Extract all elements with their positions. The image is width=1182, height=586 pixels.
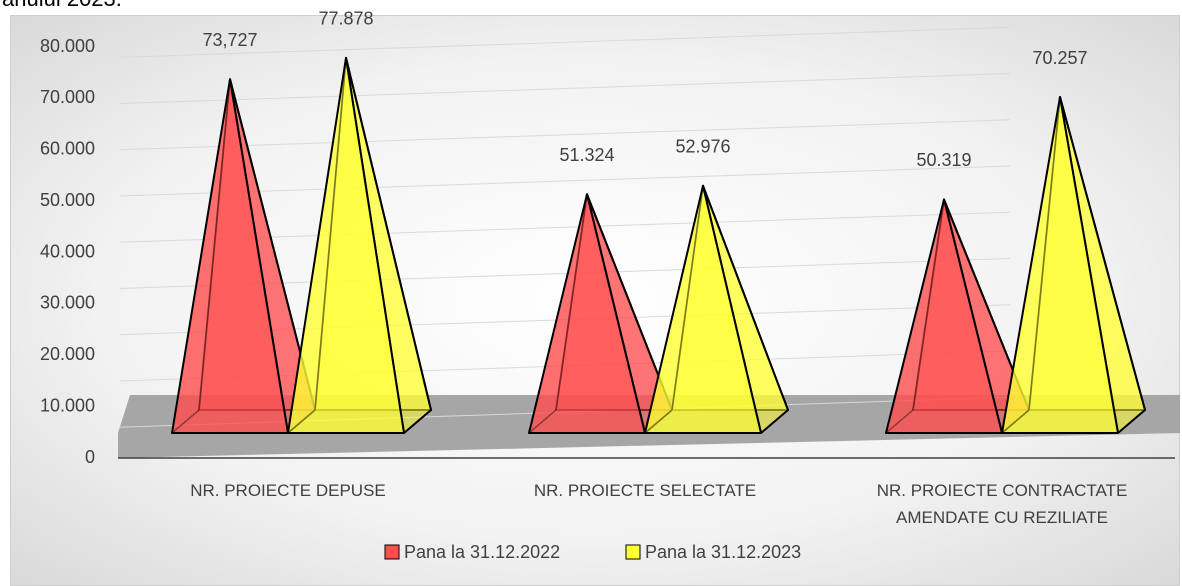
pyramid xyxy=(1001,96,1146,434)
y-tick-label: 50.000 xyxy=(40,190,95,210)
value-label: 52.976 xyxy=(675,137,730,157)
pyramid-face xyxy=(287,56,405,434)
pyramid-edge xyxy=(644,409,673,434)
pyramid-face xyxy=(885,198,1003,434)
x-tick-label: NR. PROIECTE CONTRACTATE AMENDATE CU REZ… xyxy=(876,481,1128,527)
pyramid-edge xyxy=(912,199,945,411)
grid-line xyxy=(119,73,1011,105)
pyramid xyxy=(528,193,673,434)
x-tick-label: NR. PROIECTE SELECTATE xyxy=(533,481,757,500)
pyramid xyxy=(644,184,789,434)
grid-line xyxy=(119,165,1011,197)
pyramid-face xyxy=(644,184,762,434)
legend-swatch xyxy=(625,544,641,560)
pyramid-edge xyxy=(1028,96,1061,411)
legend-label: Pana la 31.12.2022 xyxy=(404,542,560,562)
value-label: 51.324 xyxy=(559,145,614,165)
x-tick-label: NR. PROIECTE DEPUSE xyxy=(190,481,386,500)
pyramid-edge xyxy=(885,409,914,434)
y-tick-label: 40.000 xyxy=(40,241,95,261)
value-label: 73,727 xyxy=(202,30,257,50)
pyramid-edge xyxy=(528,409,557,434)
pyramid-edge xyxy=(314,57,347,411)
y-tick-label: 60.000 xyxy=(40,139,95,159)
legend-swatch xyxy=(384,544,400,560)
pyramid-edge xyxy=(287,409,316,434)
grid-line xyxy=(119,119,1011,151)
y-tick-label: 70.000 xyxy=(40,87,95,107)
pyramid-face xyxy=(528,193,646,434)
value-label: 50.319 xyxy=(916,150,971,170)
y-tick-label: 0 xyxy=(85,447,95,467)
grid-line xyxy=(119,26,1011,58)
legend-label: Pana la 31.12.2023 xyxy=(645,542,801,562)
value-label: 70.257 xyxy=(1032,48,1087,68)
pyramid-edge xyxy=(171,409,200,434)
pyramid-face xyxy=(171,78,289,434)
value-label: 77.878 xyxy=(318,9,373,29)
y-tick-label: 80.000 xyxy=(40,36,95,56)
pyramid xyxy=(171,78,316,434)
pyramid xyxy=(287,56,432,434)
y-tick-label: 10.000 xyxy=(40,395,95,415)
pyramid-edge xyxy=(198,79,231,411)
y-tick-label: 30.000 xyxy=(40,293,95,313)
pyramid-edge xyxy=(555,194,588,411)
y-tick-label: 20.000 xyxy=(40,344,95,364)
pyramid-edge xyxy=(671,185,704,411)
pyramid-edge xyxy=(1001,409,1030,434)
pyramid-face xyxy=(1001,96,1119,434)
pyramid xyxy=(885,198,1030,434)
heading-fragment: anului 2023. xyxy=(2,0,122,12)
